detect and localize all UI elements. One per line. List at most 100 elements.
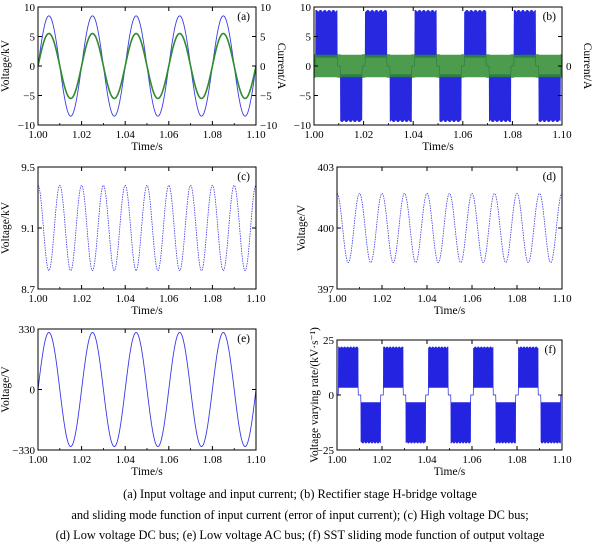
- y2-tick-label: 5: [260, 32, 266, 44]
- x-tick-label: 1.02: [354, 129, 373, 141]
- x-tick-label: 1.04: [116, 129, 136, 141]
- x-tick-label: 1.04: [116, 293, 136, 305]
- y2-axis-label: Current/A: [275, 43, 287, 90]
- x-tick-label: 1.02: [372, 293, 391, 305]
- y-tick-label: 403: [318, 162, 335, 174]
- x-tick-label: 1.02: [72, 129, 91, 141]
- x-tick-label: 1.06: [159, 293, 179, 305]
- y-tick-label: −25: [317, 445, 335, 457]
- y2-tick-label: 0: [260, 61, 266, 73]
- caption-line-2: and sliding mode function of input curre…: [71, 507, 529, 522]
- plot-frame-d: [336, 166, 563, 290]
- y2-tick-label: 10: [260, 2, 272, 14]
- y-tick-label: 5: [306, 32, 312, 44]
- x-tick-label: 1.06: [462, 293, 482, 305]
- caption-line-1: (a) Input voltage and input current; (b)…: [123, 487, 477, 501]
- series-e-0: [38, 332, 256, 447]
- x-axis-label: Time/s: [131, 305, 163, 317]
- x-tick-label: 1.08: [507, 293, 527, 305]
- x-tick-label: 1.00: [28, 454, 48, 466]
- figure-panels: 1.00 1.02 1.04 1.06 1.08 1.10 10 5 0 −5 −10 10 5 0 −5 −…: [0, 2, 593, 478]
- y-tick-label: 10: [300, 2, 312, 14]
- y-axis-label: Voltage varying rate/(kV·s⁻¹): [309, 327, 321, 463]
- x-tick-label: 1.08: [203, 454, 223, 466]
- panel-label: (a): [237, 11, 250, 23]
- y-tick-label: 25: [323, 335, 335, 347]
- y-axis-label: Voltage/V: [0, 366, 12, 413]
- y-tick-label: 330: [19, 324, 36, 336]
- x-axis-label: Time/s: [434, 466, 466, 478]
- x-axis-label: Time/s: [422, 141, 454, 153]
- x-tick-label: 1.10: [552, 129, 572, 141]
- series-f-0: [337, 346, 562, 444]
- panel-label: (e): [237, 333, 250, 345]
- panel-e: 1.00 1.02 1.04 1.06 1.08 1.10 330 0 −330 Time/s Vo…: [0, 324, 266, 478]
- y-tick-label: 9.5: [21, 162, 35, 174]
- x-tick-label: 1.04: [417, 454, 437, 466]
- x-tick-label: 1.00: [28, 129, 48, 141]
- x-tick-label: 1.00: [304, 129, 324, 141]
- y-axis-label: Voltage/V: [296, 204, 308, 251]
- y-axis-label: Voltage/kV: [0, 201, 12, 254]
- y-tick-label: 10: [24, 2, 36, 14]
- x-tick-label: 1.00: [28, 293, 48, 305]
- panel-label: (c): [237, 171, 250, 183]
- x-tick-label: 1.08: [203, 129, 223, 141]
- y-tick-label: −5: [23, 91, 35, 103]
- x-tick-label: 1.08: [503, 129, 523, 141]
- x-tick-label: 1.04: [404, 129, 424, 141]
- y2-axis-label: Current/A: [581, 43, 593, 90]
- y-tick-label: −5: [299, 91, 311, 103]
- panel-label: (b): [543, 11, 557, 23]
- y-tick-label: 0: [306, 61, 312, 73]
- panel-b: 1.00 1.02 1.04 1.06 1.08 1.10 10 5 0 −5 −10 0 Time/s…: [294, 2, 593, 153]
- x-tick-label: 1.02: [372, 454, 391, 466]
- y2-tick-label: −5: [260, 91, 272, 103]
- y-tick-label: −330: [12, 445, 35, 457]
- y-tick-label: 397: [318, 284, 335, 296]
- x-tick-label: 1.10: [246, 454, 266, 466]
- x-tick-label: 1.10: [552, 454, 572, 466]
- y-tick-label: 5: [30, 32, 36, 44]
- x-tick-label: 1.10: [246, 293, 266, 305]
- y-tick-label: −10: [294, 120, 312, 132]
- y2-tick-label: 0: [566, 61, 572, 73]
- series-d-0: [337, 193, 562, 263]
- series-c-0: [38, 184, 256, 272]
- panel-d: 1.00 1.02 1.04 1.06 1.08 1.10 403 400 397 Time/s V…: [296, 162, 572, 317]
- series-a-1: [38, 32, 256, 100]
- figure-caption: (a) Input voltage and input current; (b)…: [0, 484, 600, 546]
- x-tick-label: 1.02: [72, 293, 91, 305]
- panel-f: 1.00 1.02 1.04 1.06 1.08 1.10 25 0 −25 Time/s Volt…: [309, 327, 572, 478]
- x-tick-label: 1.08: [203, 293, 223, 305]
- series-b-1: [314, 54, 562, 78]
- x-tick-label: 1.06: [159, 129, 179, 141]
- x-tick-label: 1.06: [159, 454, 179, 466]
- y-tick-label: 8.7: [21, 284, 35, 296]
- x-tick-label: 1.02: [72, 454, 91, 466]
- x-tick-label: 1.06: [462, 454, 482, 466]
- panel-label: (f): [545, 344, 557, 356]
- y-tick-label: 0: [30, 61, 36, 73]
- y-tick-label: 0: [329, 390, 335, 402]
- x-axis-label: Time/s: [131, 466, 163, 478]
- panel-label: (d): [543, 171, 557, 183]
- x-axis-label: Time/s: [434, 305, 466, 317]
- y-tick-label: 400: [318, 223, 335, 235]
- x-axis-label: Time/s: [131, 141, 163, 153]
- x-tick-label: 1.04: [116, 454, 136, 466]
- y-tick-label: −10: [18, 120, 36, 132]
- y2-tick-label: −10: [260, 120, 278, 132]
- x-tick-label: 1.00: [327, 293, 347, 305]
- x-tick-label: 1.08: [507, 454, 527, 466]
- y-axis-label: Voltage/kV: [0, 39, 12, 92]
- y-tick-label: 9.1: [21, 223, 35, 235]
- panel-c: 1.00 1.02 1.04 1.06 1.08 1.10 9.5 9.1 8.7 Time/s V…: [0, 162, 266, 317]
- x-tick-label: 1.00: [327, 454, 347, 466]
- y-tick-label: 0: [30, 385, 36, 397]
- x-tick-label: 1.04: [417, 293, 437, 305]
- x-tick-label: 1.10: [246, 129, 266, 141]
- panel-a: 1.00 1.02 1.04 1.06 1.08 1.10 10 5 0 −5 −10 10 5 0 −5 −…: [0, 2, 287, 153]
- x-tick-label: 1.06: [453, 129, 473, 141]
- caption-line-3: (d) Low voltage DC bus; (e) Low voltage …: [55, 528, 545, 542]
